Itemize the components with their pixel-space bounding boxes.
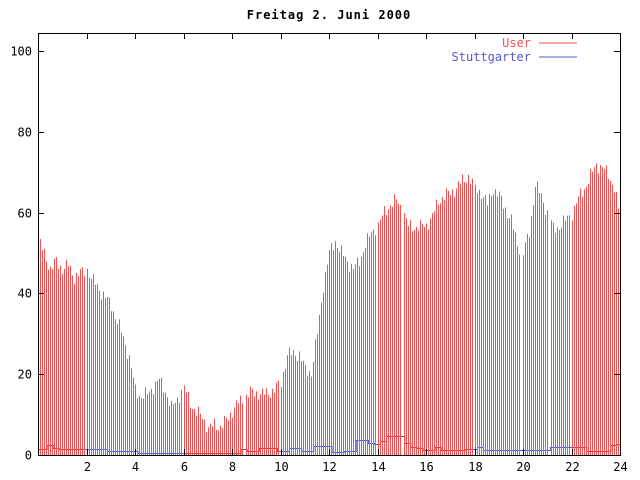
x-tick-label: 14 (371, 460, 385, 474)
y-tick-label: 0 (25, 449, 32, 463)
x-tick-label: 24 (613, 460, 627, 474)
x-tick-label: 8 (229, 460, 236, 474)
legend-item-stuttgarter: Stuttgarter (452, 50, 577, 64)
y-tick-label: 80 (18, 126, 32, 140)
legend-label: Stuttgarter (452, 50, 531, 64)
x-tick-label: 6 (181, 460, 188, 474)
x-tick-label: 12 (322, 460, 336, 474)
x-tick-label: 20 (516, 460, 530, 474)
y-tick-label: 20 (18, 368, 32, 382)
y-tick-label: 60 (18, 207, 32, 221)
y-tick-label: 100 (10, 45, 32, 59)
legend-label: User (502, 36, 531, 50)
chart-title: Freitag 2. Juni 2000 (246, 8, 412, 22)
x-tick-label: 16 (419, 460, 433, 474)
user-impulses-series (38, 163, 621, 455)
x-tick-label: 10 (274, 460, 288, 474)
y-tick-label: 40 (18, 287, 32, 301)
x-tick-label: 22 (565, 460, 579, 474)
x-tick-label: 4 (132, 460, 139, 474)
axis-ticks (38, 33, 621, 456)
x-tick-label: 2 (84, 460, 91, 474)
legend-item-user: User (502, 36, 577, 50)
x-tick-label: 18 (468, 460, 482, 474)
